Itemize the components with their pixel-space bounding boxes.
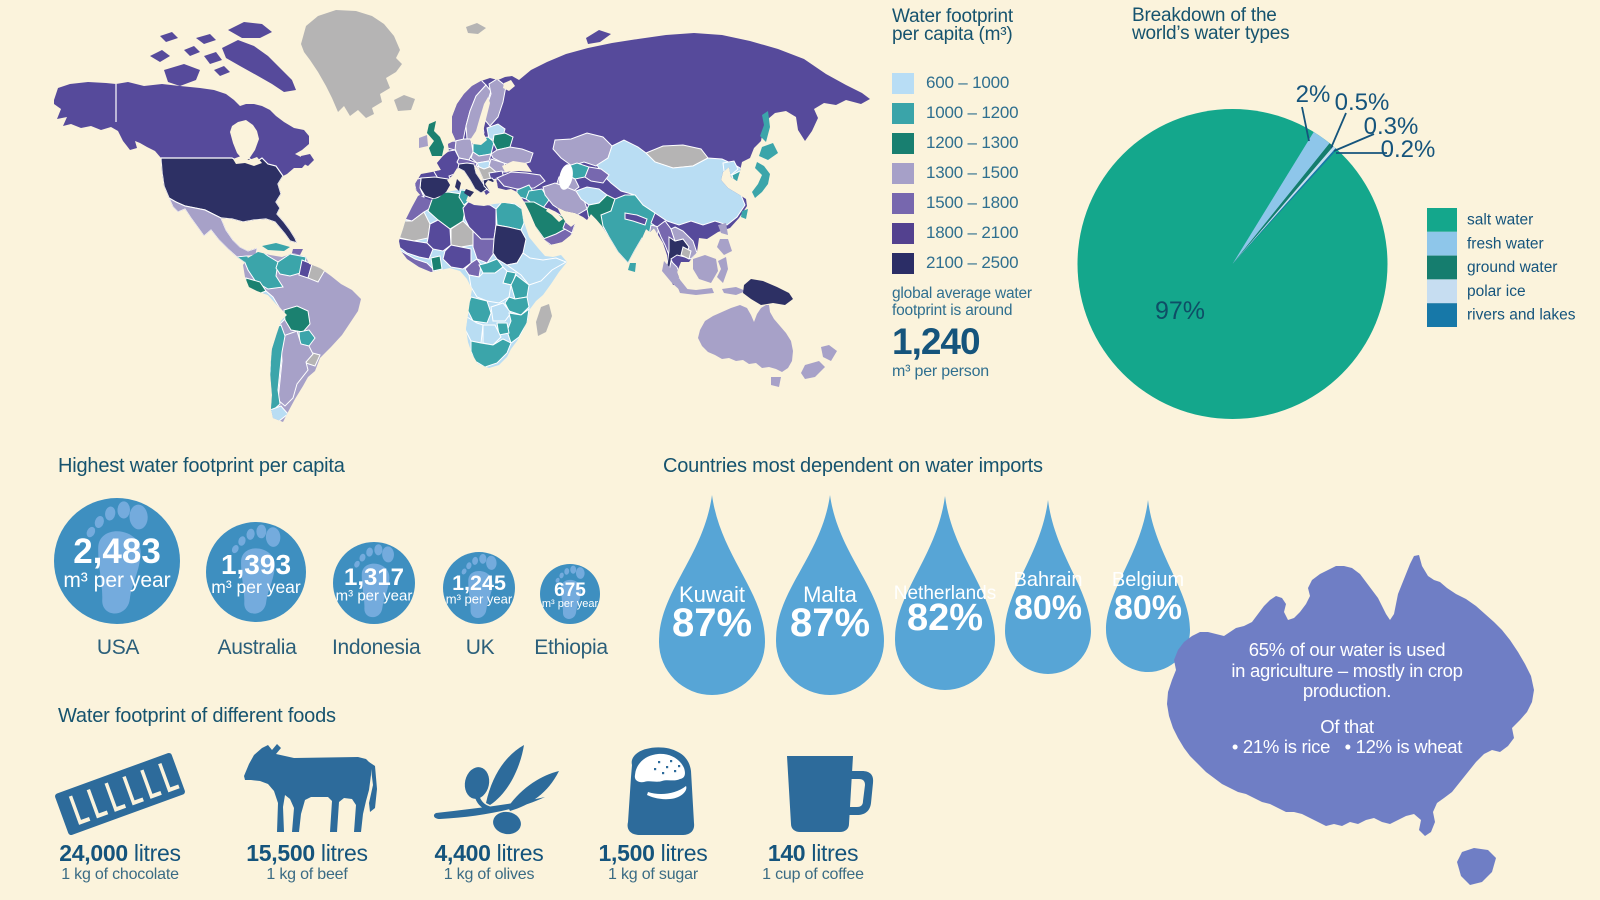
svg-text:82%: 82% <box>907 597 983 639</box>
svg-text:Kuwait: Kuwait <box>679 582 745 607</box>
svg-text:m³ per year: m³ per year <box>336 588 413 605</box>
svg-text:Belgium: Belgium <box>1112 569 1184 591</box>
svg-text:fresh water: fresh water <box>1467 235 1544 252</box>
svg-text:salt water: salt water <box>1467 212 1533 229</box>
svg-text:1,393: 1,393 <box>221 549 291 580</box>
svg-text:Of that: Of that <box>1320 716 1374 737</box>
svg-text:87%: 87% <box>790 601 870 645</box>
svg-text:2,483: 2,483 <box>73 532 161 571</box>
svg-text:rivers and lakes: rivers and lakes <box>1467 307 1576 324</box>
svg-text:0.5%: 0.5% <box>1335 89 1390 116</box>
svg-text:80%: 80% <box>1114 589 1182 627</box>
svg-text:0.2%: 0.2% <box>1381 136 1436 163</box>
svg-text:Bahrain: Bahrain <box>1014 569 1083 591</box>
svg-text:65% of our water is used: 65% of our water is used <box>1249 639 1445 660</box>
svg-text:m³ per year: m³ per year <box>542 598 599 610</box>
svg-text:m³ per year: m³ per year <box>63 569 170 592</box>
svg-text:in agriculture – mostly in cro: in agriculture – mostly in crop <box>1231 660 1462 681</box>
svg-text:• 21% is rice • 12% is wheat: • 21% is rice • 12% is wheat <box>1232 736 1462 757</box>
svg-text:80%: 80% <box>1014 589 1082 627</box>
svg-text:0.3%: 0.3% <box>1364 113 1419 140</box>
svg-text:675: 675 <box>554 580 586 601</box>
svg-text:Netherlands: Netherlands <box>894 583 996 604</box>
svg-text:87%: 87% <box>672 601 752 645</box>
svg-text:Malta: Malta <box>803 582 858 607</box>
svg-text:1,245: 1,245 <box>452 571 506 595</box>
svg-text:1,317: 1,317 <box>344 564 404 591</box>
svg-text:polar ice: polar ice <box>1467 283 1526 300</box>
svg-text:97%: 97% <box>1155 297 1205 325</box>
svg-text:m³ per year: m³ per year <box>446 591 513 606</box>
svg-text:m³ per year: m³ per year <box>211 577 301 597</box>
svg-text:production.: production. <box>1303 680 1391 701</box>
svg-text:ground water: ground water <box>1467 259 1557 276</box>
svg-text:2%: 2% <box>1296 81 1331 108</box>
